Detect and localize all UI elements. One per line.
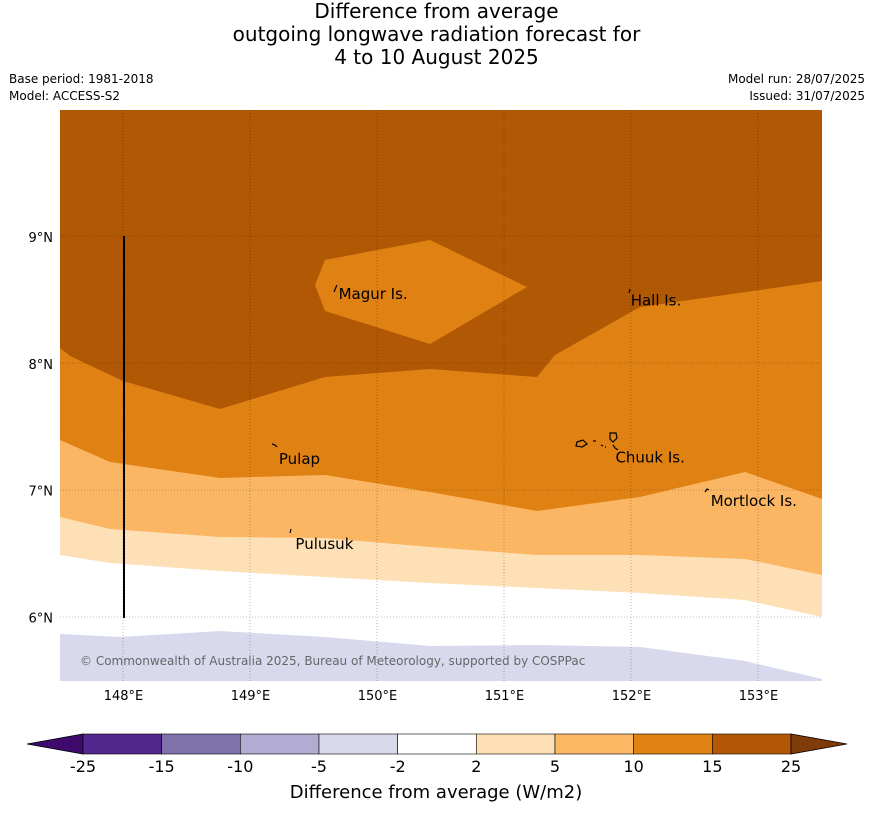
colorbar-tick-3: -5 [311,757,327,776]
colorbar-tick-1: -15 [149,757,175,776]
place-label-pulusuk: Pulusuk [295,535,353,553]
colorbar-segment-4 [397,733,477,755]
chuuk-island-shape [575,432,619,451]
issued-date: Issued: 31/07/2025 [749,89,865,103]
island-outlines [271,284,710,534]
colorbar-segment-3 [318,733,398,755]
colorbar-tick-9: 25 [781,757,801,776]
place-label-mortlock-is: Mortlock Is. [711,492,797,510]
lon-label-152: 152°E [612,689,652,704]
field-minus5-minus2 [60,631,822,681]
place-label-magur-is: Magur Is. [339,285,408,303]
pulap-island-shape [271,443,278,448]
lat-label-6: 6°N [29,612,54,627]
colorbar-segment-8 [712,733,792,755]
colorbar-tick-6: 5 [550,757,560,776]
longitude-labels: 148°E 149°E 150°E 151°E 152°E 153°E [104,689,779,704]
graticule [60,110,822,681]
hall-island-shape [628,288,631,294]
title-line-1: Difference from average [314,0,559,23]
meta-left: Base period: 1981-2018 Model: ACCESS-S2 [9,71,154,105]
magur-island-shape [333,284,338,293]
model-name: Model: ACCESS-S2 [9,89,121,103]
colorbar-title: Difference from average (W/m2) [290,782,582,803]
lon-label-151: 151°E [485,689,525,704]
lon-label-148: 148°E [104,689,144,704]
place-label-hall-is: Hall Is. [631,291,682,309]
mortlock-island-shape [704,488,710,493]
contour-fields: Magur Is. Hall Is. Pulap Chuuk Is. Mortlock … [60,110,822,681]
lon-label-150: 150°E [358,689,398,704]
field-10-15-magur [315,240,527,344]
colorbar-tick-2: -10 [227,757,253,776]
title-line-2: outgoing longwave radiation forecast for [232,22,641,46]
colorbar-segment-5 [476,733,556,755]
colorbar-tick-8: 15 [702,757,722,776]
colorbar-tick-4: -2 [390,757,406,776]
colorbar-extend-low [26,733,84,755]
lat-label-8: 8°N [29,358,54,373]
colorbar: -25 -15 -10 -5 -2 2 5 10 15 25 [26,733,848,776]
lon-label-149: 149°E [231,689,271,704]
place-labels: Magur Is. Hall Is. Pulap Chuuk Is. Mortlock … [279,285,797,553]
colorbar-segment-0 [82,733,162,755]
colorbar-segment-6 [554,733,634,755]
place-label-chuuk-is: Chuuk Is. [615,449,684,467]
lon-label-153: 153°E [739,689,779,704]
base-period: Base period: 1981-2018 [9,72,154,86]
colorbar-tick-0: -25 [70,757,96,776]
colorbar-segment-2 [240,733,320,755]
lat-label-9: 9°N [29,231,54,246]
colorbar-tick-5: 2 [471,757,481,776]
latitude-labels: 9°N 8°N 7°N 6°N [29,231,54,627]
meta-right: Model run: 28/07/2025 Issued: 31/07/2025 [728,71,865,105]
map-title: Difference from average outgoing longwav… [0,0,873,69]
colorbar-tick-7: 10 [623,757,643,776]
colorbar-segment-1 [161,733,241,755]
model-run: Model run: 28/07/2025 [727,72,865,86]
place-label-pulap: Pulap [279,450,320,468]
colorbar-segment-7 [633,733,713,755]
pulusuk-island-shape [289,528,292,534]
copyright-notice: © Commonwealth of Australia 2025, Bureau… [80,654,585,668]
colorbar-extend-high [790,733,848,755]
lat-label-7: 7°N [29,485,54,500]
title-line-3: 4 to 10 August 2025 [334,45,539,69]
